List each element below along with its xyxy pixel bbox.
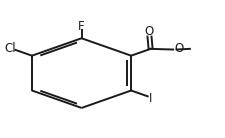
Text: F: F [78,20,85,33]
Text: I: I [149,92,152,105]
Text: O: O [144,25,153,38]
Text: O: O [173,42,182,55]
Text: Cl: Cl [4,42,16,55]
